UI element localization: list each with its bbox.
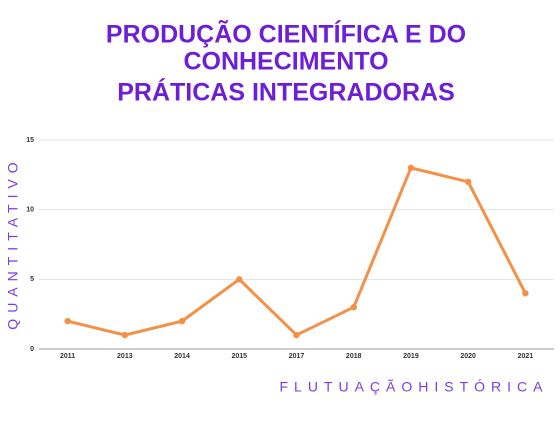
y-tick-label: 10 [26, 207, 34, 214]
chart-title: CONHECIMENTO [183, 48, 388, 76]
x-tick-label: 2018 [346, 353, 362, 360]
x-tick-label: 2020 [460, 353, 476, 360]
x-axis-label: FLUTUAÇÃOHISTÓRICA [279, 379, 548, 395]
point [178, 317, 186, 325]
point [350, 304, 357, 311]
point [121, 331, 129, 339]
point [64, 317, 71, 325]
point [407, 164, 415, 172]
x-tick-label: 2015 [231, 353, 247, 360]
y-axis-label: QUANTITATIVO [5, 156, 21, 329]
y-tick-label: 15 [26, 137, 34, 144]
x-tick-label: 2013 [117, 353, 133, 360]
x-tick-label: 2021 [518, 353, 534, 360]
x-tick-label: 2017 [289, 353, 305, 360]
chart-title: PRODUÇÃO CIENTÍFICA E DO [106, 19, 466, 49]
x-tick-label: 2014 [174, 353, 190, 360]
chart-title: PRÁTICAS INTEGRADORAS [117, 78, 455, 107]
x-tick-label: 2011 [60, 353, 75, 360]
point [522, 290, 529, 297]
x-tick-label: 2019 [403, 353, 419, 360]
point [236, 276, 243, 283]
point [293, 331, 300, 339]
y-tick-label: 0 [30, 346, 34, 353]
line [67, 166, 527, 337]
y-tick-label: 5 [30, 276, 34, 283]
point [464, 178, 472, 185]
